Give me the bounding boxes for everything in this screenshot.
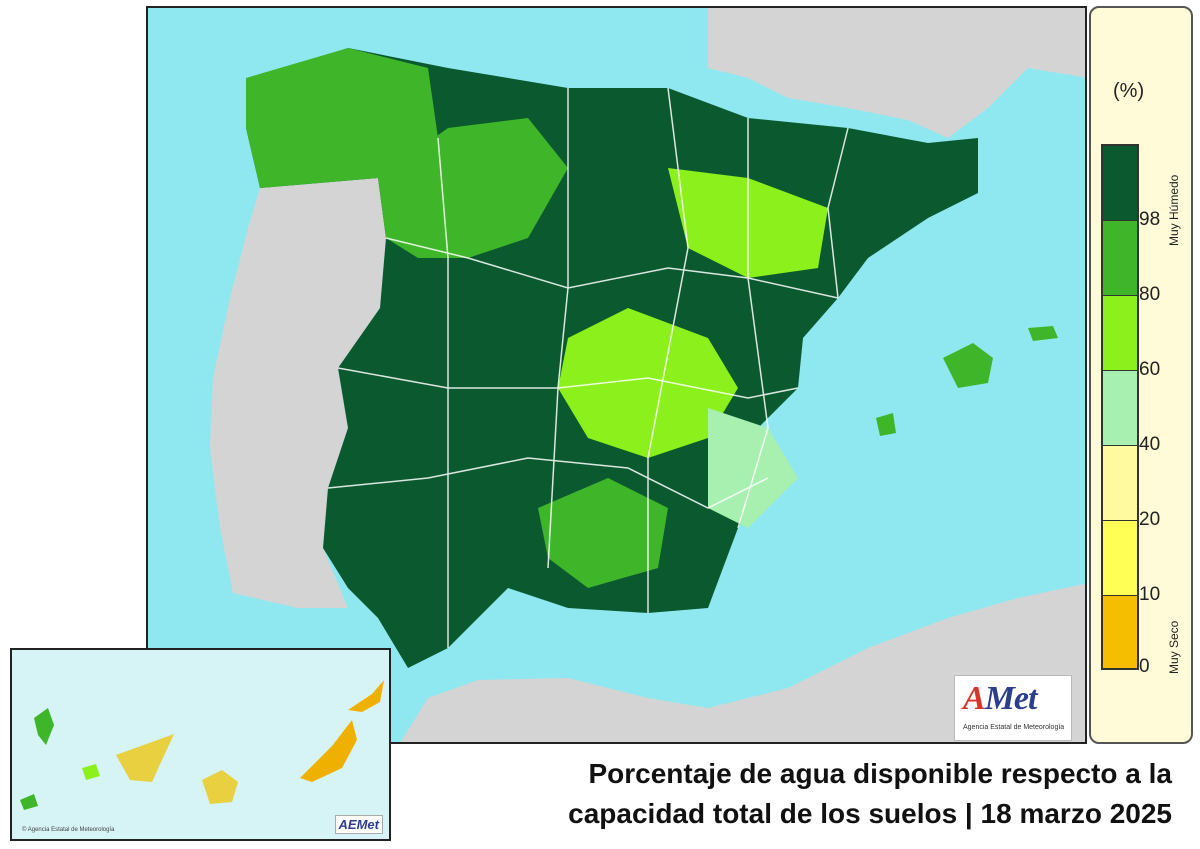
legend-class-20-40 [1103,446,1137,521]
legend-label-top: Muy Húmedo [1167,174,1181,246]
gran-canaria [202,770,238,804]
france-land [708,8,1085,138]
map-title: Porcentaje de agua disponible respecto a… [412,754,1172,834]
legend-class-0-10 [1103,596,1137,668]
africa-land [400,583,1085,742]
canary-islands-inset: © Agencia Estatal de Meteorología AEMet [10,648,391,841]
legend-tick-20: 20 [1139,509,1161,530]
legend-tick-80: 80 [1139,284,1161,305]
lanzarote [348,680,384,712]
andalucia-patches [538,478,668,588]
la-palma [34,708,54,745]
legend-label-bottom: Muy Seco [1167,620,1181,674]
aemet-logo-subtitle: Agencia Estatal de Meteorología [963,724,1065,731]
title-line-1: Porcentaje de agua disponible respecto a… [588,758,1172,789]
legend-class-98-100 [1103,146,1137,221]
legend-tick-40: 40 [1139,434,1161,455]
legend-tick-10: 10 [1139,584,1161,605]
central-patches [558,308,738,458]
legend-class-40-60 [1103,371,1137,446]
province-borders [327,87,849,648]
legend-unit: (%) [1113,80,1145,102]
peninsula-map: AMet Agencia Estatal de Meteorología [146,6,1087,744]
inset-aemet-logo: AEMet [334,815,383,834]
ibiza [876,413,896,436]
map-svg [210,8,1085,742]
aemet-logo-letter: A [963,680,986,717]
portugal-land [210,178,386,608]
title-line-2: capacidad total de los suelos | 18 marzo… [568,798,1172,829]
tenerife [116,734,174,782]
legend-class-80-98 [1103,221,1137,296]
canary-svg [20,680,384,810]
legend-color-bar [1101,144,1139,670]
aemet-logo-word: Met [984,680,1038,717]
legend-class-10-20 [1103,521,1137,596]
legend-tick-98: 98 [1139,209,1161,230]
fuerteventura [300,720,357,782]
southeast-patches [708,408,798,528]
castilla-north [378,118,568,258]
aemet-logo: AMet Agencia Estatal de Meteorología [954,675,1072,741]
la-gomera [82,764,100,780]
menorca [1028,326,1058,341]
legend-class-60-80 [1103,296,1137,371]
mallorca [943,343,993,388]
legend: (%) 98 80 60 40 20 10 0 Muy Húmedo Muy S… [1089,6,1193,744]
el-hierro [20,794,38,810]
galicia-region [246,48,438,188]
aemet-logo-text: AMet [963,680,1038,718]
legend-tick-0: 0 [1139,656,1150,677]
inset-credit: © Agencia Estatal de Meteorología [22,827,115,833]
legend-tick-60: 60 [1139,359,1161,380]
